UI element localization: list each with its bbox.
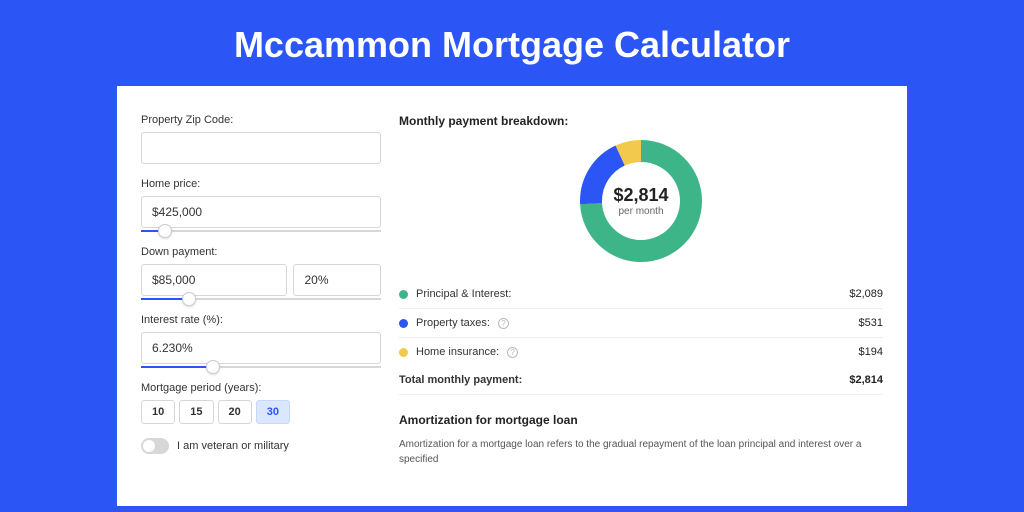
zip-field: Property Zip Code: (141, 114, 381, 164)
price-input[interactable] (141, 196, 381, 228)
period-label: Mortgage period (years): (141, 382, 381, 394)
breakdown-row-value: $531 (859, 317, 883, 329)
breakdown-row: Home insurance:? $194 (399, 338, 883, 366)
rate-slider-thumb[interactable] (206, 360, 220, 374)
total-label: Total monthly payment: (399, 374, 522, 386)
info-icon[interactable]: ? (507, 347, 518, 358)
calculator-card: Property Zip Code: Home price: Down paym… (117, 86, 907, 506)
breakdown-label-text: Home insurance: (416, 346, 499, 358)
donut-chart: $2,814 per month (580, 140, 702, 262)
period-options: 10152030 (141, 400, 381, 424)
info-icon[interactable]: ? (498, 318, 509, 329)
rate-label: Interest rate (%): (141, 314, 381, 326)
price-slider-thumb[interactable] (158, 224, 172, 238)
zip-input[interactable] (141, 132, 381, 164)
legend-dot (399, 319, 408, 328)
price-slider[interactable] (141, 230, 381, 232)
breakdown-list: Principal & Interest: $2,089 Property taxe… (399, 280, 883, 366)
period-option-30[interactable]: 30 (256, 400, 290, 424)
amortization-title: Amortization for mortgage loan (399, 413, 883, 427)
legend-dot (399, 290, 408, 299)
zip-label: Property Zip Code: (141, 114, 381, 126)
rate-slider[interactable] (141, 366, 381, 368)
total-value: $2,814 (849, 374, 883, 386)
form-panel: Property Zip Code: Home price: Down paym… (141, 114, 381, 506)
period-field: Mortgage period (years): 10152030 (141, 382, 381, 424)
breakdown-row-label: Property taxes:? (399, 317, 509, 329)
breakdown-row-value: $194 (859, 346, 883, 358)
veteran-toggle[interactable] (141, 438, 169, 454)
donut-wrap: $2,814 per month (399, 140, 883, 262)
breakdown-row: Principal & Interest: $2,089 (399, 280, 883, 309)
page-title: Mccammon Mortgage Calculator (0, 0, 1024, 86)
down-slider[interactable] (141, 298, 381, 300)
down-field: Down payment: (141, 246, 381, 300)
donut-amount: $2,814 (613, 185, 668, 206)
down-slider-thumb[interactable] (182, 292, 196, 306)
breakdown-label-text: Principal & Interest: (416, 288, 511, 300)
toggle-knob (143, 440, 155, 452)
rate-slider-fill (141, 366, 213, 368)
period-option-10[interactable]: 10 (141, 400, 175, 424)
period-option-15[interactable]: 15 (179, 400, 213, 424)
rate-input[interactable] (141, 332, 381, 364)
breakdown-row-value: $2,089 (849, 288, 883, 300)
results-panel: Monthly payment breakdown: $2,814 per mo… (399, 114, 883, 506)
down-label: Down payment: (141, 246, 381, 258)
price-label: Home price: (141, 178, 381, 190)
amortization-section: Amortization for mortgage loan Amortizat… (399, 413, 883, 467)
total-row: Total monthly payment: $2,814 (399, 366, 883, 395)
breakdown-row: Property taxes:? $531 (399, 309, 883, 338)
price-field: Home price: (141, 178, 381, 232)
legend-dot (399, 348, 408, 357)
donut-center: $2,814 per month (580, 140, 702, 262)
veteran-label: I am veteran or military (177, 440, 289, 452)
period-option-20[interactable]: 20 (218, 400, 252, 424)
breakdown-title: Monthly payment breakdown: (399, 114, 883, 128)
down-pct-input[interactable] (293, 264, 381, 296)
rate-field: Interest rate (%): (141, 314, 381, 368)
down-amount-input[interactable] (141, 264, 287, 296)
veteran-row: I am veteran or military (141, 438, 381, 454)
amortization-text: Amortization for a mortgage loan refers … (399, 437, 883, 467)
donut-sub: per month (618, 206, 663, 217)
breakdown-label-text: Property taxes: (416, 317, 490, 329)
breakdown-row-label: Principal & Interest: (399, 288, 511, 300)
breakdown-row-label: Home insurance:? (399, 346, 518, 358)
